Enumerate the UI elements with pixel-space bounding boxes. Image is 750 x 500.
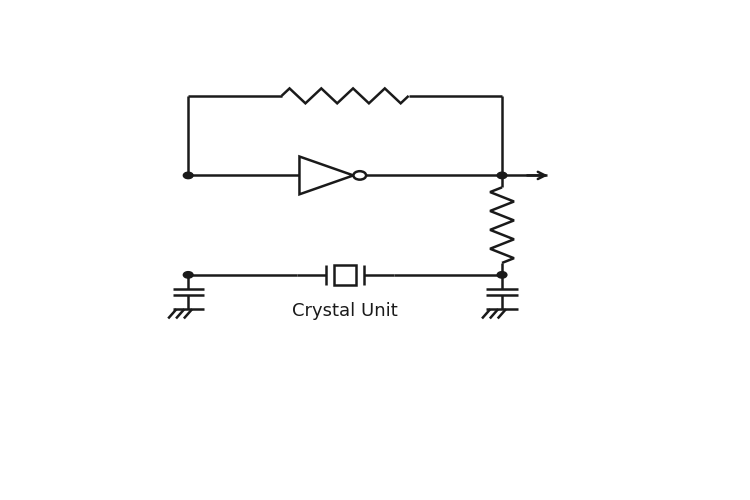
Bar xyxy=(334,265,356,285)
Circle shape xyxy=(497,172,507,178)
Circle shape xyxy=(183,172,193,178)
Circle shape xyxy=(183,272,193,278)
Circle shape xyxy=(497,272,507,278)
Text: Crystal Unit: Crystal Unit xyxy=(292,302,398,320)
